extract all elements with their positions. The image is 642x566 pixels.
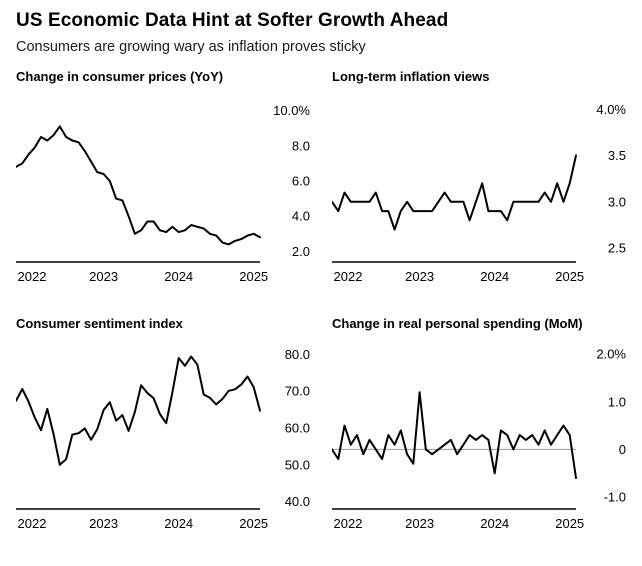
- chart-consumer-prices: Change in consumer prices (YoY) 10.0% 8.0…: [16, 69, 310, 290]
- x-tick-label: 2023: [405, 516, 434, 531]
- x-tick-label: 2023: [89, 516, 118, 531]
- consumer-prices-plot: 10.0% 8.0 6.0 4.0 2.0 2022 2023 2024 2025: [16, 103, 310, 284]
- y-tick-label: 2.0: [292, 244, 310, 259]
- data-line: [16, 355, 261, 466]
- y-tick-label: 4.0: [292, 209, 310, 224]
- y-tick-label: 4.0%: [596, 102, 626, 117]
- x-tick-label: 2022: [18, 516, 47, 531]
- x-tick-label: 2024: [480, 269, 509, 284]
- personal-spending-plot: 2.0% 1.0 0 -1.0 2022 2023 2024 2025: [332, 347, 626, 531]
- chart-consumer-sentiment: Consumer sentiment index 80.0 70.0 60.0 50.…: [16, 316, 310, 537]
- y-tick-label: 60.0: [285, 421, 310, 436]
- x-tick-label: 2025: [239, 269, 268, 284]
- chart-grid: Change in consumer prices (YoY) 10.0% 8.0…: [16, 69, 626, 537]
- x-tick-label: 2025: [555, 269, 584, 284]
- data-line: [332, 154, 577, 231]
- x-tick-label: 2025: [555, 516, 584, 531]
- y-tick-label: 40.0: [285, 494, 310, 509]
- chart-title: Change in real personal spending (MoM): [332, 316, 583, 331]
- x-tick-label: 2024: [164, 269, 193, 284]
- chart-title: Consumer sentiment index: [16, 316, 183, 331]
- x-tick-label: 2023: [405, 269, 434, 284]
- y-tick-label: 2.0%: [596, 347, 626, 362]
- y-tick-label: 3.5: [608, 148, 626, 163]
- y-tick-label: 6.0: [292, 174, 310, 189]
- x-tick-label: 2022: [334, 269, 363, 284]
- y-tick-label: 0: [619, 442, 626, 457]
- y-tick-label: 50.0: [285, 457, 310, 472]
- x-tick-label: 2025: [239, 516, 268, 531]
- page-subtitle: Consumers are growing wary as inflation …: [16, 39, 366, 55]
- page-title: US Economic Data Hint at Softer Growth A…: [16, 10, 449, 31]
- y-tick-label: -1.0: [604, 490, 626, 505]
- chart-title: Long-term inflation views: [332, 69, 490, 84]
- x-tick-label: 2022: [18, 269, 47, 284]
- y-tick-label: 1.0: [608, 394, 626, 409]
- header: US Economic Data Hint at Softer Growth A…: [16, 10, 626, 55]
- chart-personal-spending: Change in real personal spending (MoM) 2…: [332, 316, 626, 537]
- y-tick-label: 70.0: [285, 384, 310, 399]
- y-tick-label: 10.0%: [273, 103, 310, 118]
- consumer-sentiment-plot: 80.0 70.0 60.0 50.0 40.0 2022 2023 2024 2025: [16, 347, 310, 531]
- data-line: [16, 125, 261, 246]
- chart-inflation-views: Long-term inflation views 4.0% 3.5 3.0 2.5 2…: [332, 69, 626, 290]
- y-tick-label: 2.5: [608, 241, 626, 256]
- y-tick-label: 8.0: [292, 138, 310, 153]
- y-tick-label: 80.0: [285, 347, 310, 362]
- x-tick-label: 2023: [89, 269, 118, 284]
- x-tick-label: 2022: [334, 516, 363, 531]
- x-tick-label: 2024: [480, 516, 509, 531]
- chart-title: Change in consumer prices (YoY): [16, 69, 224, 84]
- x-tick-label: 2024: [164, 516, 193, 531]
- data-line: [332, 391, 577, 479]
- y-tick-label: 3.0: [608, 194, 626, 209]
- inflation-views-plot: 4.0% 3.5 3.0 2.5 2022 2023 2024 2025: [332, 102, 626, 284]
